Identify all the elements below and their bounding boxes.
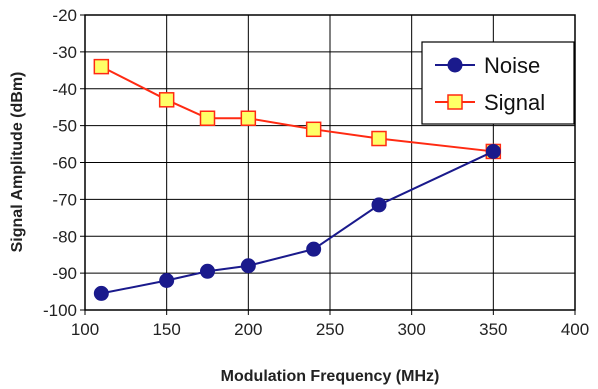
legend: Noise Signal <box>421 41 575 125</box>
legend-signal-label: Signal <box>484 90 545 115</box>
legend-noise-label: Noise <box>484 53 540 78</box>
x-axis-ticks: 100 150 200 250 300 350 400 <box>71 310 589 339</box>
series-layer <box>93 58 502 301</box>
y-tick-label: -70 <box>52 190 77 209</box>
x-tick-label: 350 <box>479 320 507 339</box>
noise-point <box>159 273 175 288</box>
signal-point <box>93 58 110 75</box>
y-axis-title: Signal Amplitude (dBm) <box>9 72 26 253</box>
legend-box <box>421 41 575 125</box>
y-tick-label: -30 <box>52 43 77 62</box>
legend-noise-marker <box>447 57 463 73</box>
signal-point <box>199 110 216 126</box>
legend-signal-marker <box>447 94 463 110</box>
y-tick-label: -90 <box>52 264 77 283</box>
y-axis-ticks: -20 -30 -40 -50 -60 -70 -80 -90 -100 <box>43 6 85 320</box>
y-tick-label: -80 <box>52 227 77 246</box>
x-tick-label: 400 <box>561 320 589 339</box>
x-tick-label: 250 <box>316 320 344 339</box>
x-axis-title: Modulation Frequency (MHz) <box>221 368 440 385</box>
y-tick-label: -60 <box>52 154 77 173</box>
x-tick-label: 200 <box>234 320 262 339</box>
y-tick-label: -100 <box>43 301 77 320</box>
signal-point <box>371 130 387 147</box>
signal-point <box>305 121 322 138</box>
signal-point <box>240 110 257 126</box>
x-tick-label: 150 <box>152 320 180 339</box>
x-tick-label: 100 <box>71 320 99 339</box>
noise-point <box>485 143 501 159</box>
y-tick-label: -40 <box>52 80 77 99</box>
series-signal <box>93 58 502 160</box>
x-tick-label: 300 <box>397 320 425 339</box>
noise-point <box>93 285 109 301</box>
noise-point <box>306 241 322 257</box>
y-tick-label: -20 <box>52 6 77 25</box>
noise-point <box>371 197 387 213</box>
signal-point <box>158 92 175 108</box>
series-noise <box>93 143 501 301</box>
noise-point <box>200 263 215 279</box>
noise-point <box>240 258 256 274</box>
y-tick-label: -50 <box>52 117 77 136</box>
